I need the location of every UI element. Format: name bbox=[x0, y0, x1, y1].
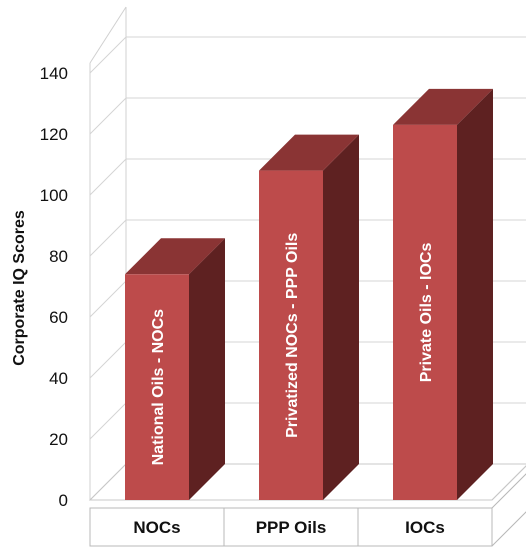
y-tick-label: 20 bbox=[49, 430, 68, 449]
bar-label: Privatized NOCs - PPP Oils bbox=[284, 233, 301, 438]
x-category-label: PPP Oils bbox=[256, 518, 327, 537]
y-tick-label: 120 bbox=[40, 125, 68, 144]
top-corner-edge bbox=[89, 6, 127, 64]
bar: Private Oils - IOCs bbox=[393, 88, 493, 500]
table-edge bbox=[491, 511, 526, 547]
bar-top bbox=[125, 238, 225, 275]
category-table: NOCs PPP Oils IOCs bbox=[89, 473, 526, 547]
floor-plane bbox=[88, 463, 526, 501]
bar-side bbox=[323, 134, 359, 500]
bar-top bbox=[393, 88, 493, 125]
bars: National Oils - NOCs Privatized NOCs - PP… bbox=[125, 88, 493, 501]
y-tick-label: 40 bbox=[49, 369, 68, 388]
bar-side bbox=[189, 238, 225, 501]
bar-side bbox=[457, 88, 493, 500]
y-axis-label: Corporate IQ Scores bbox=[11, 210, 28, 366]
gridline bbox=[89, 36, 526, 74]
y-tick-label: 60 bbox=[49, 308, 68, 327]
bar-label: Private Oils - IOCs bbox=[418, 243, 435, 383]
bar: Privatized NOCs - PPP Oils bbox=[259, 134, 359, 500]
y-tick-label: 140 bbox=[40, 64, 68, 83]
y-tick-label: 0 bbox=[59, 491, 68, 510]
bar-top bbox=[259, 134, 359, 171]
x-category-label: IOCs bbox=[405, 518, 445, 537]
floor-edge bbox=[491, 465, 526, 501]
y-tick-label: 100 bbox=[40, 186, 68, 205]
gridline bbox=[89, 97, 526, 135]
x-category-label: NOCs bbox=[133, 518, 180, 537]
bar-front bbox=[393, 124, 457, 500]
bar-label: National Oils - NOCs bbox=[150, 309, 167, 466]
y-tick-label: 80 bbox=[49, 247, 68, 266]
bar-front bbox=[125, 274, 189, 500]
bar: National Oils - NOCs bbox=[125, 238, 225, 501]
table-edge bbox=[491, 473, 526, 509]
y-axis-ticks: 0 20 40 60 80 100 120 140 bbox=[40, 64, 68, 510]
bar-front bbox=[259, 170, 323, 500]
floor bbox=[88, 463, 526, 501]
back-wall bbox=[89, 6, 127, 500]
table-frame bbox=[89, 507, 493, 547]
